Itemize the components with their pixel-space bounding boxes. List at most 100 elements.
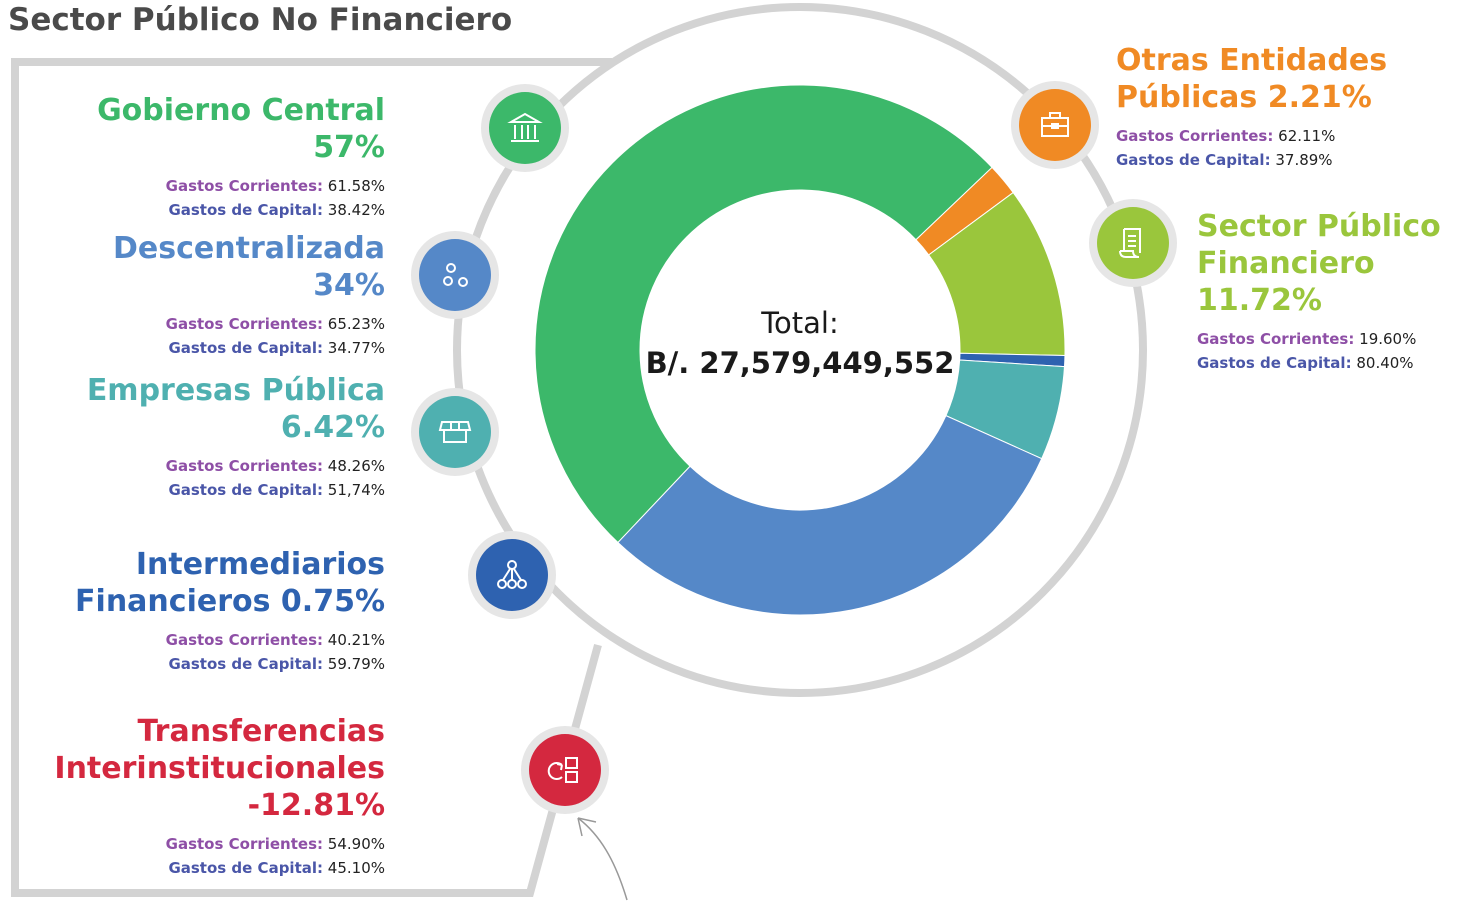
breakdown-label: Gastos de Capital: [168, 481, 324, 499]
category-heading: Sector Público Financiero 11.72% [1197, 208, 1477, 319]
breakdown-value: 54.90% [327, 835, 385, 853]
icon-glyph [497, 560, 527, 589]
category-name: Gobierno Central [97, 93, 385, 128]
category-heading: Descentralizada 34% [40, 230, 385, 304]
category-name: Descentralizada [113, 231, 385, 266]
breakdown-value: 45.10% [327, 859, 385, 877]
breakdown-label: Gastos de Capital: [168, 859, 324, 877]
icon-glyph [507, 112, 543, 142]
category-label: Otras Entidades Públicas 2.21% Gastos Cor… [1116, 42, 1396, 172]
icon-glyph [443, 263, 468, 287]
category-heading: Gobierno Central 57% [40, 92, 385, 166]
icon-stroke [547, 757, 578, 783]
category-value: 2.21% [1267, 80, 1372, 115]
breakdown-label: Gastos de Capital: [168, 339, 324, 357]
breakdown-line: Gastos de Capital: 34.77% [40, 336, 385, 360]
icon-stroke [446, 263, 456, 273]
category-value: 57% [313, 130, 385, 165]
icon-glyph [1041, 112, 1069, 137]
breakdown-label: Gastos Corrientes: [165, 835, 324, 853]
breakdown-value: 65.23% [327, 315, 385, 333]
breakdown-label: Gastos Corrientes: [1197, 330, 1355, 348]
breakdown-label: Gastos Corrientes: [165, 315, 324, 333]
icon-stroke [1119, 228, 1141, 258]
breakdown-line: Gastos de Capital: 45.10% [40, 856, 385, 880]
icon-stroke [507, 112, 543, 142]
category-heading: Otras Entidades Públicas 2.21% [1116, 42, 1396, 116]
breakdown-line: Gastos Corrientes: 62.11% [1116, 124, 1396, 148]
icon-stroke [517, 579, 527, 589]
outer-ring [453, 3, 1147, 697]
breakdown-label: Gastos de Capital: [1197, 354, 1352, 372]
breakdown-line: Gastos de Capital: 37.89% [1116, 148, 1396, 172]
category-heading: Empresas Pública 6.42% [40, 372, 385, 446]
breakdown-label: Gastos de Capital: [168, 201, 324, 219]
title: Sector Público No Financiero [8, 2, 513, 38]
breakdown-value: 80.40% [1356, 354, 1414, 372]
breakdown-line: Gastos Corrientes: 61.58% [40, 174, 385, 198]
breakdown-value: 37.89% [1275, 151, 1333, 169]
breakdown-value: 34.77% [327, 339, 385, 357]
category-name: Transferencias Interinstitucionales [54, 714, 385, 786]
category-name: Otras Entidades Públicas [1116, 43, 1388, 115]
icon-circle [419, 396, 491, 468]
breakdown-value: 62.11% [1278, 127, 1336, 145]
category-heading: Intermediarios Financieros 0.75% [40, 546, 385, 620]
icon-stroke [497, 579, 507, 589]
breakdown-line: Gastos Corrientes: 54.90% [40, 832, 385, 856]
breakdown-label: Gastos de Capital: [168, 655, 324, 673]
icon-stroke [1041, 112, 1069, 137]
breakdown-line: Gastos de Capital: 80.40% [1197, 351, 1477, 375]
icon-stroke [502, 568, 522, 581]
donut-segment [617, 414, 1043, 616]
breakdown-value: 19.60% [1359, 330, 1417, 348]
category-label: Transferencias Interinstitucionales -12.… [40, 713, 385, 880]
category-name: Intermediarios Financieros [75, 547, 385, 619]
category-value: -12.81% [247, 788, 385, 823]
icon-circle [489, 92, 561, 164]
breakdown-label: Gastos Corrientes: [165, 631, 324, 649]
center-label: Total: [761, 306, 839, 340]
category-name: Empresas Pública [86, 373, 385, 408]
breakdown-label: Gastos Corrientes: [165, 457, 324, 475]
icon-stroke [458, 277, 468, 287]
category-value: 0.75% [280, 584, 385, 619]
icon-glyph [547, 757, 578, 783]
category-heading: Transferencias Interinstitucionales -12.… [40, 713, 385, 824]
icon-circle [419, 239, 491, 311]
breakdown-line: Gastos de Capital: 51,74% [40, 478, 385, 502]
breakdown-line: Gastos Corrientes: 48.26% [40, 454, 385, 478]
breakdown-label: Gastos de Capital: [1116, 151, 1271, 169]
category-label: Descentralizada 34% Gastos Corrientes: 65… [40, 230, 385, 360]
icon-glyph [1119, 228, 1141, 258]
breakdown-line: Gastos Corrientes: 40.21% [40, 628, 385, 652]
breakdown-label: Gastos Corrientes: [1116, 127, 1274, 145]
icon-circle [1097, 207, 1169, 279]
icon-stroke [438, 421, 472, 443]
breakdown-value: 51,74% [327, 481, 385, 499]
category-value: 34% [313, 268, 385, 303]
breakdown-value: 40.21% [327, 631, 385, 649]
icon-circle [529, 734, 601, 806]
icon-stroke [443, 276, 453, 286]
breakdown-line: Gastos de Capital: 38.42% [40, 198, 385, 222]
category-value: 11.72% [1197, 283, 1322, 318]
category-label: Gobierno Central 57% Gastos Corrientes: 6… [40, 92, 385, 222]
category-label: Empresas Pública 6.42% Gastos Corrientes:… [40, 372, 385, 502]
breakdown-value: 61.58% [327, 177, 385, 195]
breakdown-value: 48.26% [327, 457, 385, 475]
breakdown-line: Gastos Corrientes: 19.60% [1197, 327, 1477, 351]
category-value: 6.42% [280, 410, 385, 445]
breakdown-line: Gastos de Capital: 59.79% [40, 652, 385, 676]
category-label: Intermediarios Financieros 0.75% Gastos C… [40, 546, 385, 676]
icon-glyph [438, 421, 472, 443]
breakdown-label: Gastos Corrientes: [165, 177, 324, 195]
donut-segment [534, 84, 993, 544]
category-label: Sector Público Financiero 11.72% Gastos C… [1197, 208, 1477, 375]
center-value: B/. 27,579,449,552 [645, 346, 955, 380]
arrow [577, 817, 628, 901]
breakdown-value: 59.79% [327, 655, 385, 673]
breakdown-value: 38.42% [327, 201, 385, 219]
